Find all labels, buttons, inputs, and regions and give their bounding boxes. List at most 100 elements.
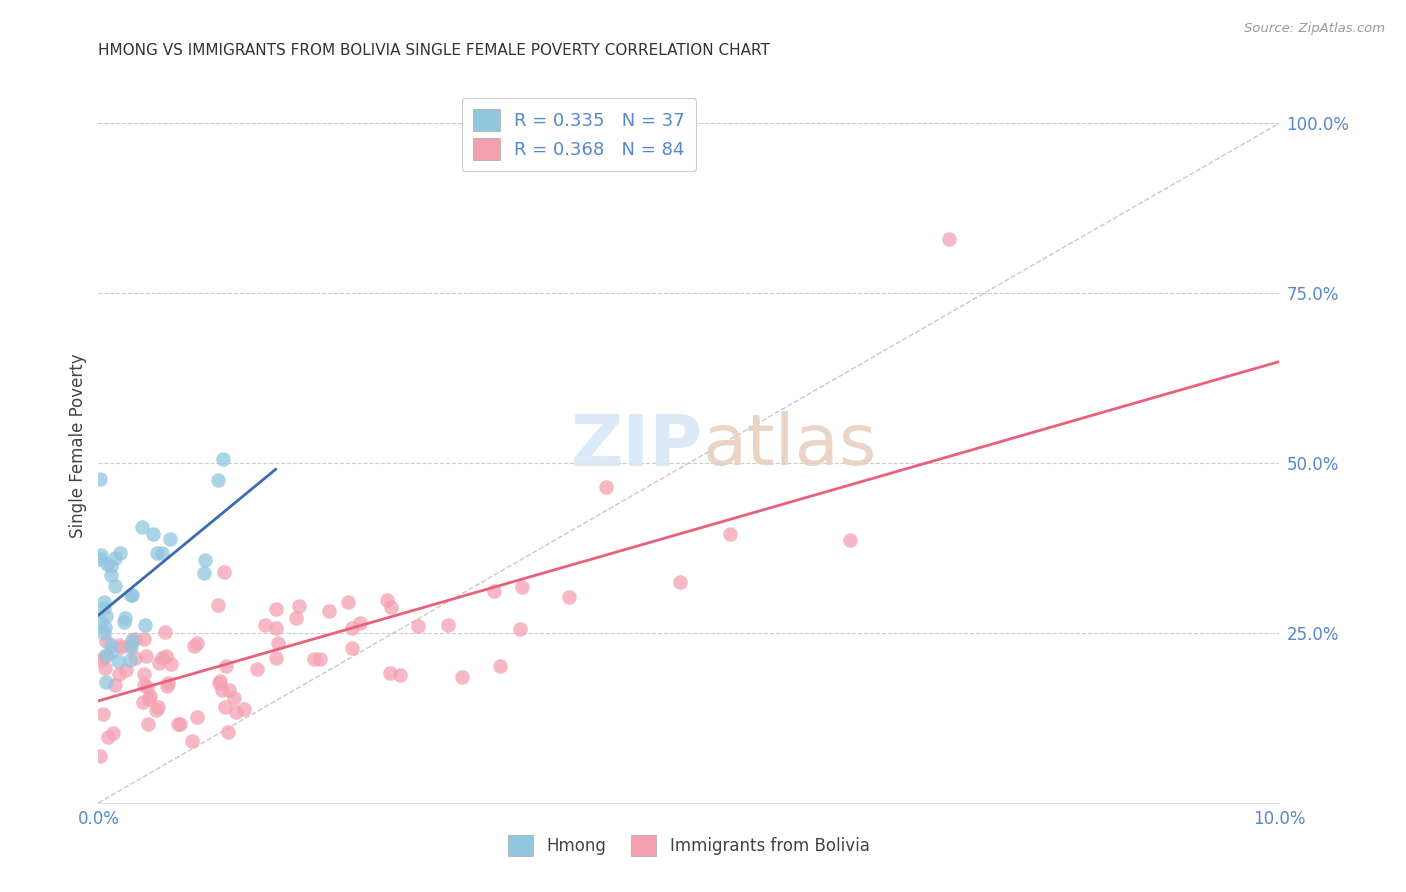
Point <box>211 682 233 697</box>
Point <box>288 599 311 614</box>
Point <box>406 619 429 633</box>
Point <box>100 568 122 582</box>
Point <box>134 618 156 632</box>
Point <box>308 652 330 666</box>
Point <box>93 650 115 665</box>
Point <box>94 633 117 648</box>
Point <box>96 557 118 571</box>
Point <box>254 617 277 632</box>
Point <box>91 707 114 722</box>
Point <box>337 595 360 609</box>
Point <box>132 695 155 709</box>
Point <box>90 615 112 629</box>
Point <box>211 452 233 467</box>
Point <box>110 640 132 654</box>
Point <box>380 600 402 615</box>
Point <box>136 717 159 731</box>
Point <box>90 548 112 562</box>
Point <box>207 598 229 612</box>
Text: Source: ZipAtlas.com: Source: ZipAtlas.com <box>1244 22 1385 36</box>
Point <box>134 667 156 681</box>
Point <box>510 580 533 594</box>
Point <box>155 648 177 663</box>
Point <box>318 604 340 618</box>
Point <box>156 676 179 690</box>
Point <box>181 733 204 747</box>
Point <box>169 716 191 731</box>
Point <box>96 609 118 624</box>
Point <box>380 665 402 680</box>
Point <box>214 658 236 673</box>
Point <box>100 638 122 652</box>
Point <box>146 546 169 560</box>
Point <box>214 565 236 579</box>
Point <box>342 640 364 655</box>
Point <box>108 546 131 560</box>
Point <box>436 617 458 632</box>
Point <box>156 679 179 693</box>
Point <box>114 610 136 624</box>
Point <box>94 675 117 690</box>
Point <box>100 645 122 659</box>
Point <box>233 702 256 716</box>
Point <box>94 661 117 675</box>
Point <box>186 710 208 724</box>
Text: HMONG VS IMMIGRANTS FROM BOLIVIA SINGLE FEMALE POVERTY CORRELATION CHART: HMONG VS IMMIGRANTS FROM BOLIVIA SINGLE … <box>98 43 770 58</box>
Point <box>340 621 363 635</box>
Point <box>138 692 160 706</box>
Point <box>94 648 117 662</box>
Point <box>264 651 287 665</box>
Point <box>136 681 159 695</box>
Point <box>839 533 862 547</box>
Point <box>214 699 236 714</box>
Point <box>121 588 143 602</box>
Point <box>194 553 217 567</box>
Point <box>103 550 125 565</box>
Point <box>669 575 692 590</box>
Point <box>90 653 112 667</box>
Point <box>595 480 617 494</box>
Point <box>150 651 173 665</box>
Point <box>375 593 398 607</box>
Point <box>938 232 960 246</box>
Point <box>186 635 208 649</box>
Point <box>509 622 531 636</box>
Text: ZIP: ZIP <box>571 411 703 481</box>
Point <box>100 558 122 573</box>
Point <box>225 705 247 719</box>
Point <box>224 691 246 706</box>
Point <box>160 657 183 672</box>
Point <box>150 546 173 560</box>
Point <box>107 667 129 681</box>
Point <box>142 527 165 541</box>
Point <box>120 640 142 655</box>
Point <box>132 677 155 691</box>
Point <box>89 472 111 486</box>
Point <box>101 726 124 740</box>
Point <box>139 689 162 703</box>
Point <box>266 636 288 650</box>
Point <box>209 674 232 689</box>
Point <box>124 632 146 647</box>
Point <box>145 703 167 717</box>
Text: atlas: atlas <box>703 411 877 481</box>
Point <box>558 590 581 604</box>
Point <box>89 749 111 764</box>
Point <box>93 601 115 615</box>
Point <box>389 668 412 682</box>
Point <box>208 676 231 690</box>
Point <box>264 602 287 616</box>
Point <box>146 700 169 714</box>
Point <box>264 621 287 635</box>
Point <box>246 662 269 676</box>
Point <box>349 615 371 630</box>
Point <box>302 652 325 666</box>
Point <box>131 519 153 533</box>
Point <box>104 579 127 593</box>
Point <box>124 651 146 665</box>
Point <box>97 730 120 744</box>
Point <box>285 611 308 625</box>
Point <box>450 670 472 684</box>
Point <box>107 654 129 668</box>
Point <box>217 725 239 739</box>
